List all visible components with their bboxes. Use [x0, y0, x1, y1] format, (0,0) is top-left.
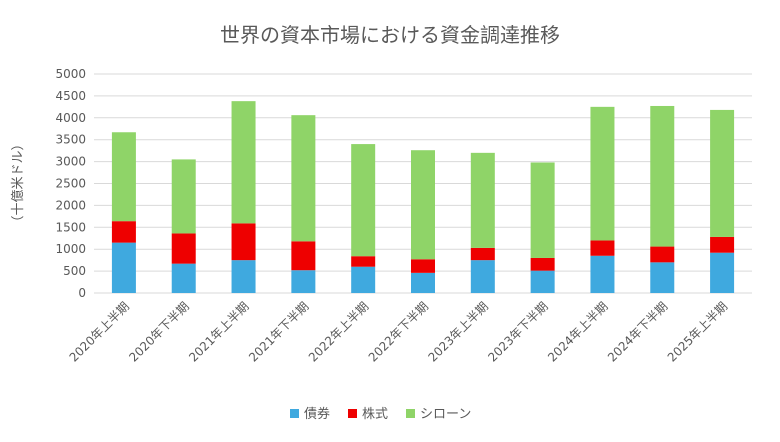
x-tick-label: 2022年上半期 [306, 299, 371, 364]
bar-segment-1 [650, 262, 675, 293]
bars [111, 101, 735, 293]
bar-segment-1 [231, 260, 256, 293]
bar-segment-2 [171, 233, 196, 264]
bar-segment-1 [411, 272, 435, 293]
bar-segment-2 [530, 257, 555, 271]
bar-segment-3 [231, 101, 256, 224]
bar-segment-1 [710, 252, 735, 293]
legend-swatch [348, 409, 357, 418]
y-tick-label: 2000 [55, 198, 86, 212]
bar-segment-3 [590, 106, 615, 241]
bar-segment-2 [650, 246, 675, 263]
y-axis-label: （十億米ドル） [10, 137, 26, 228]
x-tick-label: 2024年上半期 [545, 299, 610, 364]
y-tick-label: 2500 [55, 177, 86, 191]
bar-segment-3 [530, 162, 555, 258]
y-tick-label: 4000 [55, 111, 86, 125]
bar-segment-1 [351, 266, 376, 293]
y-tick-label: 1000 [55, 242, 86, 256]
bar-segment-3 [111, 132, 136, 222]
bar-segment-3 [291, 115, 316, 242]
bar-segment-1 [470, 260, 495, 293]
bar-segment-3 [171, 159, 196, 234]
y-tick-label: 500 [63, 264, 86, 278]
x-tick-label: 2023年上半期 [425, 299, 490, 364]
x-tick-label: 2025年上半期 [665, 299, 730, 364]
bar-segment-3 [650, 105, 675, 247]
x-tick-label: 2021年上半期 [186, 299, 251, 364]
y-tick-label: 3500 [55, 133, 86, 147]
bar-segment-1 [111, 242, 136, 293]
bar-segment-3 [351, 144, 376, 257]
x-tick-label: 2020年上半期 [67, 299, 132, 364]
bar-segment-2 [710, 236, 735, 253]
legend-label: シローン [420, 407, 471, 422]
y-axis-ticks: 0 500 1000 1500 2000 2500 3000 3500 4000 4500 5000 [55, 67, 86, 300]
legend-label: 債券 [304, 406, 330, 422]
legend-swatch [290, 409, 299, 418]
bar-segment-1 [590, 255, 615, 293]
x-tick-label: 2024年下半期 [605, 299, 670, 364]
bar-segment-2 [231, 223, 256, 261]
legend-swatch [406, 409, 415, 418]
y-tick-label: 4500 [55, 89, 86, 103]
bar-segment-1 [530, 270, 555, 293]
y-tick-label: 0 [78, 286, 86, 300]
bar-segment-2 [411, 259, 435, 273]
y-tick-label: 5000 [55, 67, 86, 81]
x-axis-ticks: 2020年上半期2020年下半期2021年上半期2021年下半期2022年上半期… [67, 299, 731, 364]
chart-title: 世界の資本市場における資金調達推移 [220, 23, 560, 47]
bar-segment-2 [291, 241, 316, 271]
bar-segment-1 [171, 263, 196, 293]
bar-segment-3 [710, 109, 735, 237]
bar-segment-3 [411, 150, 435, 260]
x-tick-label: 2023年下半期 [485, 299, 550, 364]
bar-segment-2 [590, 240, 615, 256]
bar-segment-2 [351, 256, 376, 267]
legend: 債券 株式 シローン [290, 406, 471, 422]
x-tick-label: 2022年下半期 [366, 299, 431, 364]
y-tick-label: 3000 [55, 155, 86, 169]
bar-segment-1 [291, 270, 316, 293]
x-tick-label: 2020年下半期 [126, 299, 191, 364]
legend-label: 株式 [362, 407, 388, 422]
y-tick-label: 1500 [55, 220, 86, 234]
x-tick-label: 2021年下半期 [246, 299, 311, 364]
bar-segment-3 [470, 152, 495, 248]
bar-segment-2 [470, 247, 495, 261]
bar-segment-2 [111, 221, 136, 243]
